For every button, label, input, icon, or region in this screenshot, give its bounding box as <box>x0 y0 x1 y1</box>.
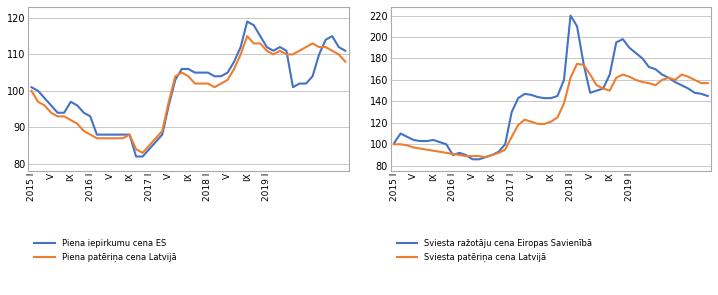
Legend: Sviesta ražotāju cena Eiropas Savienībā, Sviesta patēriņa cena Latvijā: Sviesta ražotāju cena Eiropas Savienībā,… <box>395 238 594 264</box>
Legend: Piena iepirkumu cena ES, Piena patēriņa cena Latvijā: Piena iepirkumu cena ES, Piena patēriņa … <box>32 238 178 264</box>
